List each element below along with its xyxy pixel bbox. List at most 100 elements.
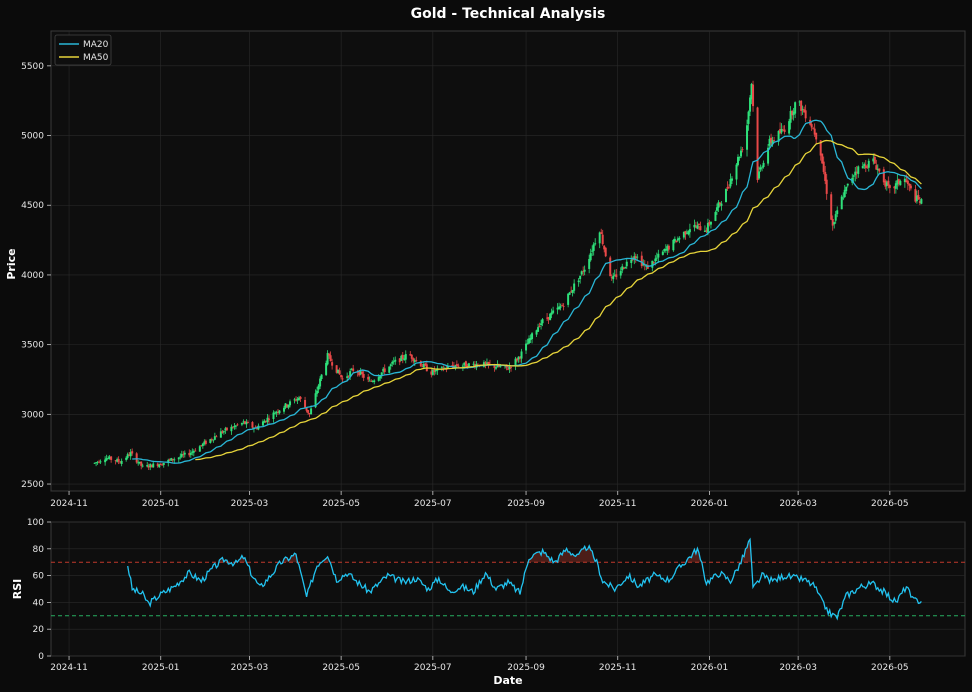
candle-body bbox=[726, 187, 729, 189]
candle-body bbox=[188, 452, 191, 456]
candle-body bbox=[110, 456, 113, 460]
candle-body bbox=[730, 178, 733, 181]
candle-body bbox=[573, 283, 576, 291]
candle-body bbox=[517, 356, 520, 360]
candle-body bbox=[550, 312, 553, 315]
candle-body bbox=[791, 110, 794, 116]
candle-body bbox=[636, 256, 639, 258]
candle-body bbox=[663, 249, 666, 251]
candle-body bbox=[759, 167, 762, 170]
candle-body bbox=[894, 183, 897, 189]
candle-body bbox=[320, 374, 323, 380]
candle-body bbox=[803, 109, 806, 113]
candle-body bbox=[667, 245, 670, 250]
candle-body bbox=[455, 364, 458, 366]
price-ytick-label: 2500 bbox=[21, 480, 44, 490]
candle-body bbox=[661, 251, 664, 255]
candle-body bbox=[96, 461, 99, 463]
candle-body bbox=[167, 459, 170, 464]
candle-body bbox=[735, 164, 738, 180]
candle-body bbox=[761, 167, 764, 169]
rsi-panel: 0 20 40 60 80 100 2024-11 2025-01 2025-03 2025-0… bbox=[11, 518, 966, 687]
candle-body bbox=[873, 157, 876, 164]
candle-body bbox=[568, 292, 571, 295]
rsi-y-ticks: 0 20 40 60 80 100 bbox=[27, 518, 51, 662]
candle-body bbox=[673, 238, 676, 242]
candle-body bbox=[857, 166, 860, 174]
candle-body bbox=[852, 175, 855, 177]
candle-body bbox=[640, 255, 643, 267]
rsi-xtick-label: 2024-11 bbox=[50, 663, 88, 673]
candle-body bbox=[440, 366, 443, 368]
candle-body bbox=[531, 333, 534, 339]
candle-body bbox=[192, 450, 195, 453]
candle-body bbox=[519, 357, 522, 359]
candle-body bbox=[180, 453, 183, 457]
candle-body bbox=[920, 199, 923, 204]
candle-body bbox=[368, 380, 371, 382]
candle-body bbox=[299, 396, 302, 399]
candle-body bbox=[594, 243, 597, 245]
price-ytick-label: 5500 bbox=[21, 62, 44, 72]
candle-body bbox=[349, 371, 352, 377]
rsi-axis-label: RSI bbox=[11, 579, 24, 600]
candle-body bbox=[836, 210, 839, 215]
candle-body bbox=[687, 231, 690, 235]
candle-body bbox=[558, 306, 561, 310]
candle-body bbox=[598, 232, 601, 244]
candle-body bbox=[717, 202, 720, 208]
candle-body bbox=[603, 245, 606, 250]
rsi-ytick-label: 80 bbox=[33, 545, 45, 555]
candle-body bbox=[319, 378, 322, 387]
candle-body bbox=[104, 459, 107, 463]
candle-body bbox=[326, 353, 329, 365]
candle-body bbox=[424, 363, 427, 366]
candle-body bbox=[591, 250, 594, 252]
candle-body bbox=[562, 306, 565, 307]
candle-body bbox=[173, 459, 176, 461]
candle-body bbox=[391, 361, 394, 364]
candle-body bbox=[696, 225, 699, 229]
candle-body bbox=[335, 365, 338, 373]
candle-body bbox=[287, 404, 290, 408]
candle-body bbox=[340, 375, 343, 378]
candle-body bbox=[610, 277, 613, 279]
candle-body bbox=[582, 271, 585, 273]
candle-body bbox=[918, 201, 921, 203]
candle-body bbox=[443, 367, 446, 369]
candle-body bbox=[876, 168, 879, 171]
candle-body bbox=[496, 364, 499, 368]
candle-body bbox=[526, 343, 529, 345]
candle-body bbox=[619, 271, 622, 276]
candle-body bbox=[404, 354, 407, 360]
candle-body bbox=[600, 232, 603, 234]
candle-body bbox=[561, 305, 564, 306]
candle-body bbox=[624, 267, 627, 268]
rsi-xtick-label: 2026-05 bbox=[871, 663, 909, 673]
candle-body bbox=[337, 369, 340, 374]
candle-body bbox=[129, 452, 132, 457]
candle-body bbox=[834, 214, 837, 221]
rsi-xtick-label: 2025-11 bbox=[599, 663, 637, 673]
candle-body bbox=[867, 160, 870, 168]
candle-body bbox=[861, 166, 864, 169]
candle-body bbox=[825, 179, 828, 194]
price-candles bbox=[93, 80, 923, 471]
candle-body bbox=[507, 368, 509, 370]
rsi-overbought-fill bbox=[742, 539, 752, 563]
candle-body bbox=[126, 454, 129, 458]
candle-body bbox=[762, 162, 765, 167]
candle-body bbox=[377, 377, 380, 381]
candle-body bbox=[863, 164, 866, 167]
candle-body bbox=[897, 179, 900, 184]
candle-body bbox=[622, 267, 625, 270]
candle-body bbox=[108, 456, 111, 459]
candle-body bbox=[409, 354, 412, 356]
candle-body bbox=[675, 240, 678, 243]
candle-body bbox=[740, 150, 743, 157]
ma-line-ma20 bbox=[132, 119, 922, 464]
candle-body bbox=[138, 461, 141, 464]
candle-body bbox=[604, 247, 607, 257]
candle-body bbox=[298, 397, 301, 400]
candle-body bbox=[535, 330, 538, 335]
